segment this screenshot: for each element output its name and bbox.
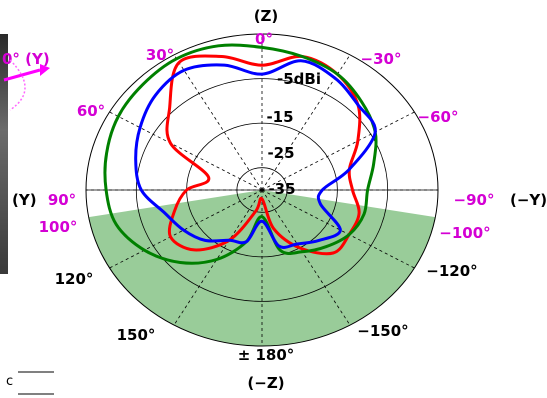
axis-label-left: (Y) (12, 191, 37, 209)
angle-label: −150° (357, 322, 408, 340)
partial-dotted-arc (9, 59, 26, 111)
angle-label: −30° (361, 50, 402, 68)
partial-legend-label: c (6, 374, 13, 389)
angle-label: 100° (39, 218, 78, 236)
ring-label: -5dBi (277, 70, 321, 88)
partial-arrow-line (3, 68, 41, 82)
photo-edge-strip (0, 34, 8, 274)
angle-label: 90° (48, 191, 76, 209)
series-line-0 (165, 54, 362, 256)
polar-spoke (261, 111, 415, 191)
angle-label: 150° (117, 326, 156, 344)
angle-label: −60° (418, 108, 459, 126)
angle-label: −100° (439, 224, 490, 242)
angle-label: 60° (77, 102, 105, 120)
angle-label: 120° (55, 270, 94, 288)
axis-label-top: (Z) (254, 7, 279, 25)
polar-spoke (261, 189, 351, 326)
polar-spoke (109, 189, 263, 269)
angle-label: −90° (454, 191, 495, 209)
ring-label: -15 (266, 108, 293, 126)
angle-label: 0° (255, 30, 273, 48)
series-line-2 (134, 59, 377, 249)
partial-arrow-head (40, 64, 50, 76)
angle-label: 30° (146, 46, 174, 64)
angle-label: −120° (426, 262, 477, 280)
polar-spoke (173, 54, 263, 191)
axis-label-bottom: (−Z) (247, 374, 284, 392)
axis-label-right: (−Y) (510, 191, 547, 209)
ring-label: -35 (268, 180, 295, 198)
ring-label: -25 (267, 144, 294, 162)
polar-spoke (109, 111, 263, 191)
polar-spoke (261, 189, 415, 269)
angle-label: ± 180° (238, 346, 295, 364)
